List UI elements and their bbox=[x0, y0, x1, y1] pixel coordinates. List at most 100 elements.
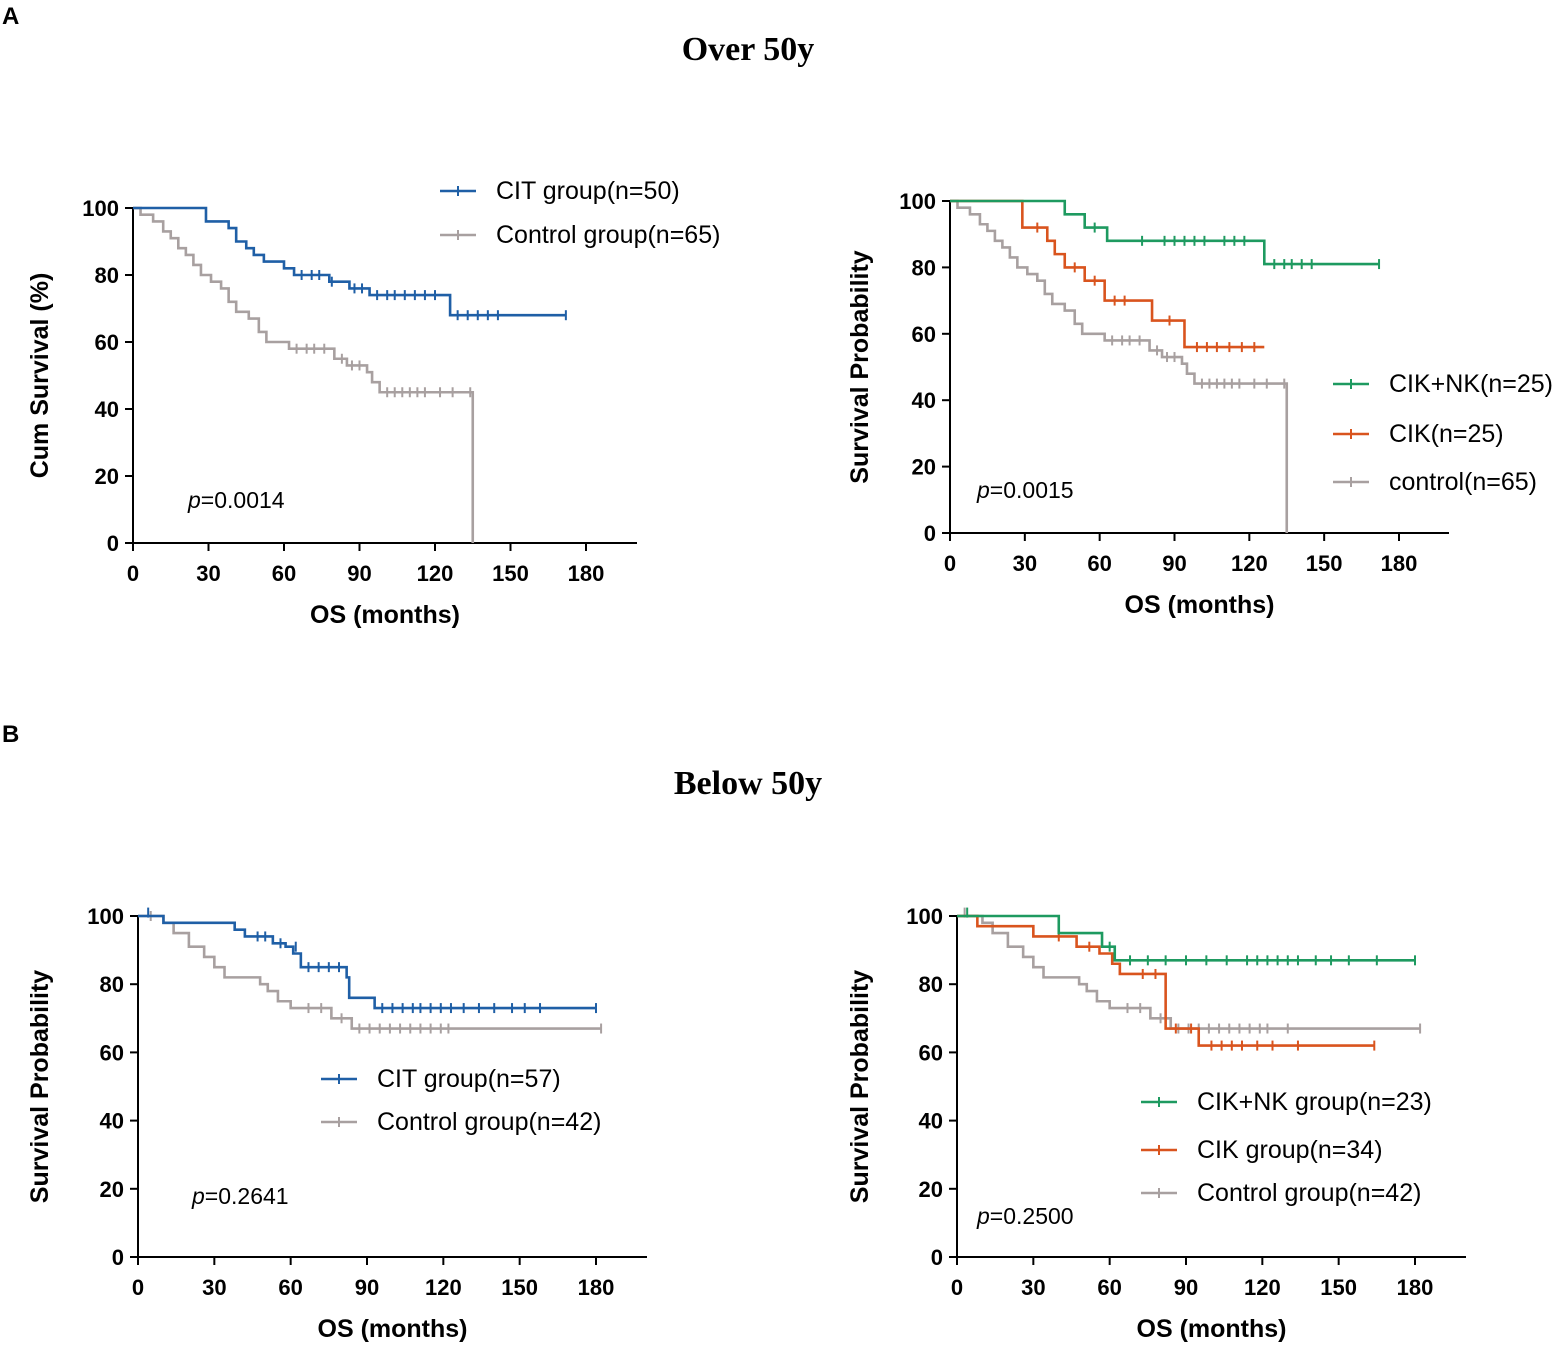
x-tick-label: 0 bbox=[127, 561, 139, 586]
y-tick-label: 40 bbox=[95, 397, 119, 422]
y-tick-label: 80 bbox=[912, 255, 936, 280]
x-tick-label: 30 bbox=[1013, 551, 1037, 576]
survival-curve-control-group-n-42 bbox=[957, 914, 1421, 1030]
x-tick-label: 120 bbox=[425, 1275, 462, 1300]
x-tick-label: 150 bbox=[492, 561, 529, 586]
y-tick-label: 80 bbox=[95, 263, 119, 288]
x-tick-label: 0 bbox=[132, 1275, 144, 1300]
x-tick-label: 180 bbox=[1397, 1275, 1434, 1300]
y-tick-label: 100 bbox=[82, 196, 119, 221]
x-tick-label: 120 bbox=[1231, 551, 1268, 576]
y-tick-label: 20 bbox=[919, 1177, 943, 1202]
panel-letter-a: A bbox=[2, 3, 19, 30]
x-tick-label: 90 bbox=[1162, 551, 1186, 576]
x-tick-label: 180 bbox=[568, 561, 605, 586]
p-value: p=0.2641 bbox=[191, 1183, 289, 1209]
x-tick-label: 180 bbox=[1381, 551, 1418, 576]
x-tick-label: 30 bbox=[202, 1275, 226, 1300]
y-tick-label: 100 bbox=[906, 904, 943, 929]
legend-label: Control group(n=65) bbox=[496, 221, 720, 249]
x-tick-label: 30 bbox=[196, 561, 220, 586]
panel-letter-b: B bbox=[2, 721, 19, 748]
y-tick-label: 20 bbox=[100, 1177, 124, 1202]
chart-over50-cik-nk-vs-cik-vs-control: 0 30 60 90 120 150 180 0 20 40 60 80 100 OS (months) S… bbox=[846, 189, 1553, 619]
y-tick-label: 60 bbox=[95, 330, 119, 355]
p-value: p=0.0015 bbox=[976, 477, 1074, 503]
x-axis-label: OS (months) bbox=[1125, 591, 1275, 619]
p-value-number: =0.2500 bbox=[990, 1203, 1074, 1229]
survival-curve-cik-n-25 bbox=[950, 199, 1265, 349]
x-tick-label: 60 bbox=[278, 1275, 302, 1300]
x-tick-label: 60 bbox=[272, 561, 296, 586]
x-axis-label: OS (months) bbox=[318, 1315, 468, 1343]
x-tick-label: 60 bbox=[1087, 551, 1111, 576]
y-axis-label: Survival Probability bbox=[846, 250, 874, 484]
survival-curve-cit-group-n-50 bbox=[133, 206, 566, 317]
x-tick-label: 0 bbox=[944, 551, 956, 576]
x-axis-label: OS (months) bbox=[310, 601, 460, 629]
p-value: p=0.0014 bbox=[187, 487, 285, 513]
y-tick-label: 60 bbox=[919, 1040, 943, 1065]
legend-label: Control group(n=42) bbox=[1197, 1179, 1421, 1207]
survival-curve-cik-group-n-34 bbox=[957, 914, 1375, 1047]
p-value-symbol: p bbox=[187, 487, 201, 513]
legend-label: Control group(n=42) bbox=[377, 1108, 601, 1136]
y-tick-label: 0 bbox=[107, 531, 119, 556]
y-tick-label: 0 bbox=[112, 1245, 124, 1270]
y-tick-label: 60 bbox=[912, 322, 936, 347]
survival-curve-control-n-65 bbox=[950, 199, 1289, 533]
legend-label: CIT group(n=57) bbox=[377, 1065, 561, 1093]
y-tick-label: 100 bbox=[899, 189, 936, 214]
survival-curve-control-group-n-65 bbox=[133, 206, 475, 543]
x-tick-label: 90 bbox=[347, 561, 371, 586]
survival-curve-cik-nk-n-25 bbox=[950, 199, 1380, 266]
section-title-over-50: Over 50y bbox=[682, 31, 815, 68]
x-tick-label: 90 bbox=[355, 1275, 379, 1300]
chart-over50-cit-vs-control: 0 30 60 90 120 150 180 0 20 40 60 80 100 OS (months) C… bbox=[26, 177, 720, 629]
y-tick-label: 40 bbox=[100, 1109, 124, 1134]
legend-label: CIK+NK group(n=23) bbox=[1197, 1088, 1432, 1116]
y-tick-label: 60 bbox=[100, 1040, 124, 1065]
y-axis-label: Cum Survival (%) bbox=[26, 273, 54, 479]
x-tick-label: 90 bbox=[1174, 1275, 1198, 1300]
y-tick-label: 80 bbox=[919, 972, 943, 997]
survival-curve-control-group-n-42 bbox=[138, 914, 602, 1030]
y-tick-label: 20 bbox=[95, 464, 119, 489]
survival-curve-cit-group-n-57 bbox=[138, 914, 596, 1010]
p-value-symbol: p bbox=[976, 1203, 990, 1229]
x-tick-label: 60 bbox=[1097, 1275, 1121, 1300]
x-tick-label: 150 bbox=[1320, 1275, 1357, 1300]
x-tick-label: 120 bbox=[417, 561, 454, 586]
legend-label: CIK group(n=34) bbox=[1197, 1136, 1383, 1164]
x-tick-label: 30 bbox=[1021, 1275, 1045, 1300]
legend-label: control(n=65) bbox=[1389, 468, 1537, 496]
section-title-below-50: Below 50y bbox=[674, 765, 822, 802]
p-value-number: =0.0015 bbox=[990, 477, 1074, 503]
y-tick-label: 0 bbox=[924, 521, 936, 546]
x-axis-label: OS (months) bbox=[1137, 1315, 1287, 1343]
chart-below50-cik-nk-vs-cik-vs-control: 0 30 60 90 120 150 180 0 20 40 60 80 100 OS (months) S… bbox=[846, 904, 1466, 1343]
legend-label: CIK(n=25) bbox=[1389, 420, 1504, 448]
chart-below50-cit-vs-control: 0 30 60 90 120 150 180 0 20 40 60 80 100 OS (months) S… bbox=[26, 904, 647, 1343]
p-value-symbol: p bbox=[191, 1183, 205, 1209]
p-value-number: =0.0014 bbox=[201, 487, 285, 513]
p-value-symbol: p bbox=[976, 477, 990, 503]
x-tick-label: 0 bbox=[951, 1275, 963, 1300]
y-axis-label: Survival Probability bbox=[26, 970, 54, 1204]
y-tick-label: 40 bbox=[912, 388, 936, 413]
x-tick-label: 180 bbox=[578, 1275, 615, 1300]
y-axis-label: Survival Probability bbox=[846, 970, 874, 1204]
x-tick-label: 150 bbox=[501, 1275, 538, 1300]
survival-curve-cik-nk-group-n-23 bbox=[957, 914, 1415, 962]
y-tick-label: 40 bbox=[919, 1109, 943, 1134]
p-value: p=0.2500 bbox=[976, 1203, 1074, 1229]
y-tick-label: 0 bbox=[931, 1245, 943, 1270]
y-tick-label: 80 bbox=[100, 972, 124, 997]
x-tick-label: 150 bbox=[1306, 551, 1343, 576]
y-tick-label: 100 bbox=[87, 904, 124, 929]
y-tick-label: 20 bbox=[912, 455, 936, 480]
legend-label: CIT group(n=50) bbox=[496, 177, 680, 205]
p-value-number: =0.2641 bbox=[205, 1183, 289, 1209]
legend-label: CIK+NK(n=25) bbox=[1389, 370, 1553, 398]
